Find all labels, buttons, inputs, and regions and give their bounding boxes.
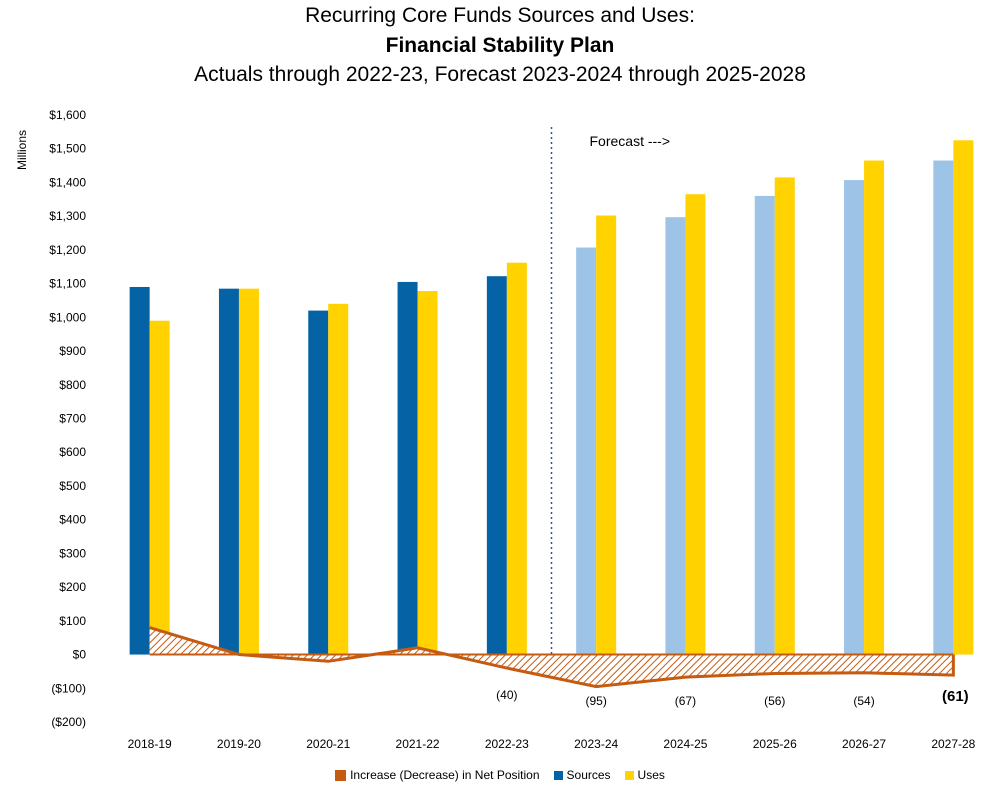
y-tick-label: $600 bbox=[59, 445, 86, 459]
x-tick-label: 2023-24 bbox=[574, 737, 618, 751]
bar-sources-2026-27 bbox=[844, 180, 865, 655]
chart-title-line-2: Financial Stability Plan bbox=[385, 34, 615, 57]
bar-sources-2021-22 bbox=[397, 281, 418, 655]
net-position-data-label: (54) bbox=[853, 694, 874, 708]
chart-legend: Increase (Decrease) in Net Position Sour… bbox=[0, 768, 1000, 782]
x-tick-label: 2027-28 bbox=[931, 737, 975, 751]
chart-title-line-1: Recurring Core Funds Sources and Uses: bbox=[305, 4, 695, 27]
y-tick-label: $200 bbox=[59, 580, 86, 594]
bar-uses-2019-20 bbox=[238, 288, 259, 655]
y-tick-label: $1,100 bbox=[49, 277, 86, 291]
bar-sources-2025-26 bbox=[754, 195, 775, 655]
x-tick-label: 2022-23 bbox=[485, 737, 529, 751]
x-tick-label: 2024-25 bbox=[663, 737, 707, 751]
y-tick-label: $500 bbox=[59, 479, 86, 493]
y-tick-label: $700 bbox=[59, 412, 86, 426]
legend-label-net-position: Increase (Decrease) in Net Position bbox=[350, 768, 540, 782]
y-tick-label: ($200) bbox=[51, 715, 86, 729]
y-tick-label: $900 bbox=[59, 344, 86, 358]
y-tick-label: $800 bbox=[59, 378, 86, 392]
y-tick-label: $1,000 bbox=[49, 310, 86, 324]
y-tick-label: $100 bbox=[59, 614, 86, 628]
forecast-annotation: Forecast ---> bbox=[590, 133, 671, 149]
legend-label-uses: Uses bbox=[637, 768, 665, 782]
bar-sources-2024-25 bbox=[665, 217, 686, 655]
net-position-data-label: (56) bbox=[764, 694, 785, 708]
net-position-line bbox=[149, 626, 955, 689]
bar-uses-2018-19 bbox=[149, 320, 170, 655]
net-position-data-label: (61) bbox=[942, 688, 969, 705]
net-position-data-label: (40) bbox=[496, 688, 517, 702]
y-tick-label: $400 bbox=[59, 513, 86, 527]
bar-uses-2020-21 bbox=[328, 303, 349, 655]
bar-sources-2018-19 bbox=[129, 286, 150, 655]
chart-subtitle: Actuals through 2022-23, Forecast 2023-2… bbox=[194, 63, 806, 86]
x-tick-label: 2019-20 bbox=[217, 737, 261, 751]
bar-uses-2025-26 bbox=[774, 177, 795, 655]
bar-sources-2027-28 bbox=[933, 160, 954, 655]
bar-uses-2024-25 bbox=[685, 194, 706, 655]
x-tick-label: 2020-21 bbox=[306, 737, 350, 751]
y-tick-label: $1,400 bbox=[49, 175, 86, 189]
x-tick-label: 2021-22 bbox=[396, 737, 440, 751]
bar-uses-2021-22 bbox=[417, 291, 438, 655]
bar-sources-2020-21 bbox=[308, 310, 329, 655]
legend-item-net-position: Increase (Decrease) in Net Position bbox=[335, 768, 540, 782]
legend-item-sources: Sources bbox=[553, 768, 611, 782]
y-tick-label: $1,600 bbox=[49, 108, 86, 122]
net-position-data-label: (95) bbox=[585, 694, 606, 708]
x-tick-label: 2026-27 bbox=[842, 737, 886, 751]
bar-uses-2022-23 bbox=[506, 262, 527, 655]
legend-item-uses: Uses bbox=[624, 768, 665, 782]
y-tick-label: $1,300 bbox=[49, 209, 86, 223]
net-position-data-label: (67) bbox=[675, 694, 696, 708]
y-axis-label: Millions bbox=[15, 130, 29, 170]
x-tick-label: 2018-19 bbox=[128, 737, 172, 751]
legend-swatch-net-position bbox=[335, 769, 347, 781]
bar-uses-2023-24 bbox=[596, 215, 617, 655]
y-tick-label: $1,200 bbox=[49, 243, 86, 257]
legend-swatch-uses bbox=[624, 770, 634, 780]
y-tick-label: $1,500 bbox=[49, 142, 86, 156]
legend-swatch-sources bbox=[553, 770, 563, 780]
y-tick-label: $0 bbox=[73, 648, 87, 662]
x-tick-label: 2025-26 bbox=[753, 737, 797, 751]
bar-sources-2019-20 bbox=[218, 288, 239, 655]
y-tick-label: $300 bbox=[59, 546, 86, 560]
legend-label-sources: Sources bbox=[566, 768, 611, 782]
bar-sources-2022-23 bbox=[486, 276, 507, 655]
bar-uses-2026-27 bbox=[864, 160, 885, 655]
bar-uses-2027-28 bbox=[953, 140, 974, 655]
y-tick-label: ($100) bbox=[51, 681, 86, 695]
bar-sources-2023-24 bbox=[576, 247, 597, 655]
net-position-area bbox=[149, 627, 954, 687]
